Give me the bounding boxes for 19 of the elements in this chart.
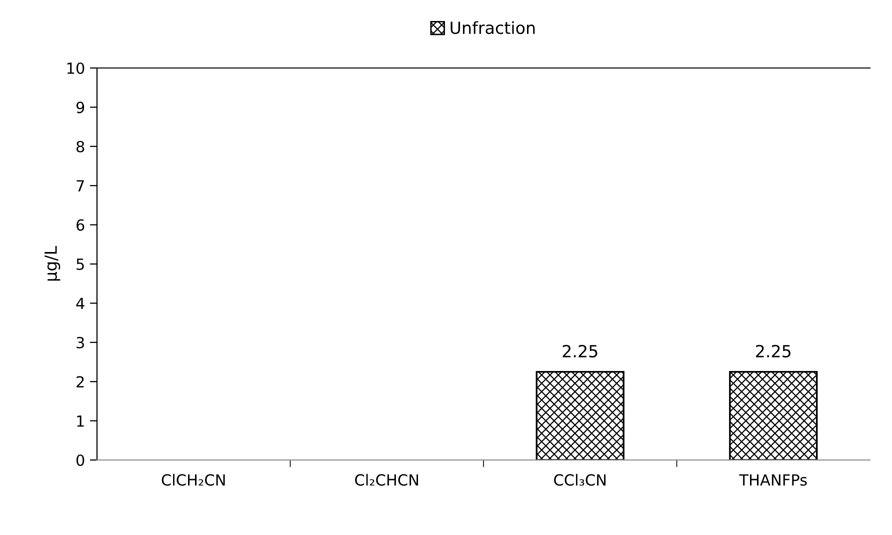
y-tick-label: 3 — [76, 336, 84, 348]
y-tick-label: 1 — [77, 415, 84, 427]
y-tick-label: 0 — [76, 454, 84, 466]
y-tick-label: 9 — [76, 102, 84, 114]
y-axis-title: µg/L — [44, 246, 60, 281]
legend-label: Unfraction — [450, 21, 535, 34]
x-tick-label: ClCH₂CN — [162, 474, 225, 486]
x-tick-label: CCl₃CN — [554, 474, 606, 486]
y-tick-label: 6 — [76, 219, 84, 231]
x-tick-label: THANFPs — [739, 474, 807, 486]
y-tick-label: 2 — [76, 376, 84, 388]
y-tick-label: 7 — [76, 180, 84, 192]
data-label: 2.25 — [756, 344, 790, 358]
y-tick-label: 10 — [67, 62, 84, 74]
y-tick-label: 5 — [76, 258, 84, 270]
y-tick-label: 8 — [76, 140, 84, 152]
data-label: 2.25 — [562, 344, 598, 358]
x-tick-label: Cl₂CHCN — [355, 474, 418, 486]
y-tick-label: 4 — [76, 298, 84, 310]
